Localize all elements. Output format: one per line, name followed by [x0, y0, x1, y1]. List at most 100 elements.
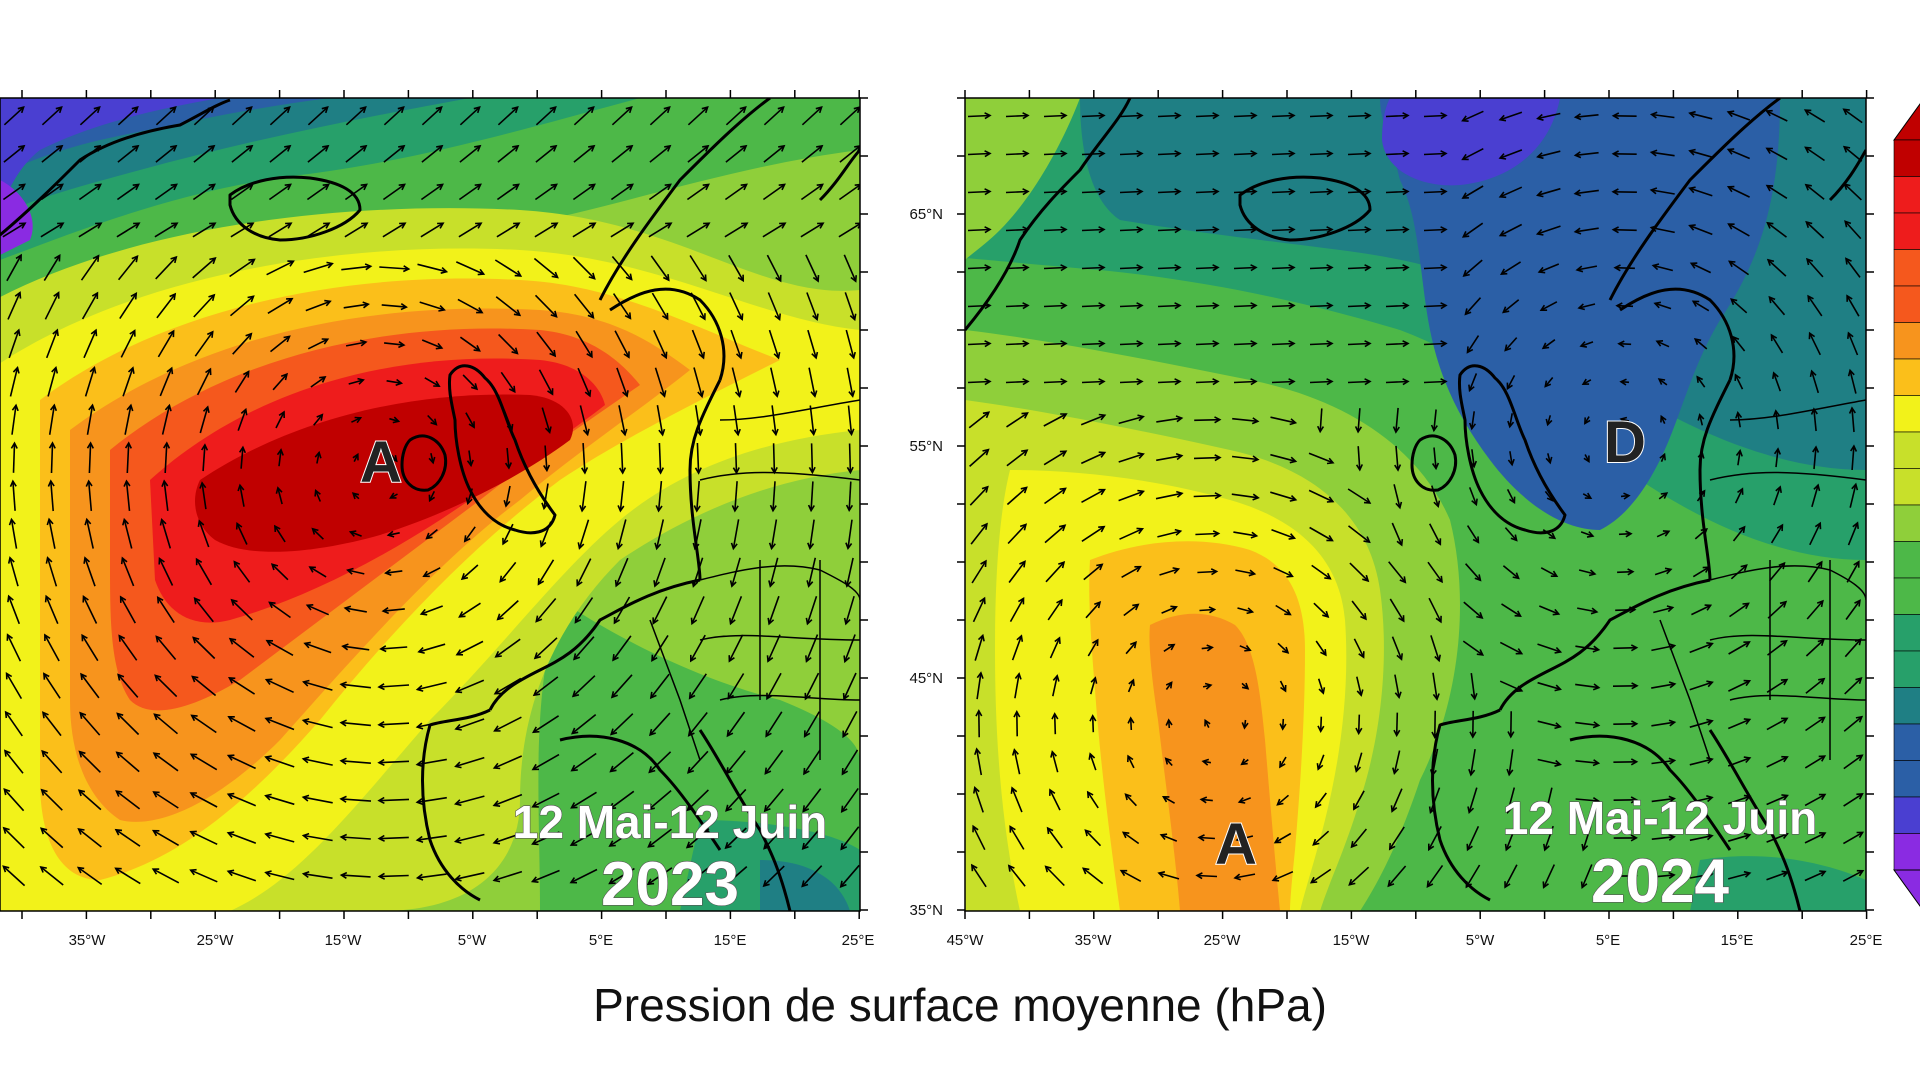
- wind-arrow: [1424, 268, 1446, 269]
- wind-arrow: [1234, 116, 1256, 117]
- wind-arrow: [1348, 382, 1370, 383]
- wind-arrow: [1613, 230, 1636, 231]
- year-label: 2023: [601, 850, 739, 919]
- wind-arrow: [1120, 306, 1142, 307]
- lon-tick-label: 25°W: [1204, 932, 1242, 949]
- wind-arrow: [1196, 306, 1218, 307]
- wind-arrow: [1196, 154, 1218, 155]
- wind-arrow: [1082, 230, 1104, 231]
- wind-arrow: [1348, 344, 1370, 345]
- wind-arrow: [1196, 268, 1218, 269]
- lon-tick-label: 5°W: [1466, 932, 1495, 949]
- wind-arrow: [1310, 230, 1332, 231]
- colorbar-swatch: [1894, 359, 1920, 396]
- wind-arrow: [1120, 268, 1142, 269]
- lon-tick-label: 5°W: [458, 932, 487, 949]
- lon-tick-label: 5°E: [1596, 932, 1620, 949]
- colorbar-swatch: [1894, 578, 1920, 615]
- wind-arrow: [968, 154, 990, 155]
- wind-arrow: [1272, 116, 1294, 117]
- wind-arrow: [1082, 154, 1104, 155]
- wind-arrow: [1006, 382, 1028, 383]
- wind-arrow: [1158, 268, 1180, 269]
- wind-arrow: [1234, 344, 1256, 345]
- wind-arrow: [1006, 306, 1028, 307]
- wind-arrow: [1006, 344, 1028, 345]
- wind-arrow: [1234, 192, 1256, 193]
- colorbar-swatch: [1894, 469, 1920, 506]
- wind-arrow: [1194, 458, 1220, 459]
- colorbar-swatch: [1894, 834, 1920, 871]
- wind-arrow: [1158, 306, 1180, 307]
- wind-arrow: [968, 344, 990, 345]
- wind-arrow: [1615, 268, 1635, 269]
- wind-arrow: [1386, 230, 1408, 231]
- wind-arrow: [1044, 268, 1066, 269]
- wind-arrow: [1310, 154, 1332, 155]
- wind-arrow: [1158, 192, 1180, 193]
- wind-arrow: [1234, 154, 1256, 155]
- wind-arrow: [1197, 876, 1217, 877]
- lon-tick-label: 5°E: [589, 932, 613, 949]
- wind-arrow: [1120, 230, 1142, 231]
- colorbar-swatch: [1894, 505, 1920, 542]
- wind-arrow: [1424, 382, 1446, 383]
- wind-arrow: [1044, 116, 1066, 117]
- wind-arrow: [1424, 116, 1446, 117]
- wind-arrow: [968, 306, 990, 307]
- wind-arrow: [1082, 306, 1104, 307]
- colorbar-swatch: [1894, 651, 1920, 688]
- wind-arrow: [1348, 306, 1370, 307]
- wind-arrow: [1615, 610, 1635, 611]
- wind-arrow: [1120, 116, 1142, 117]
- wind-arrow: [1194, 420, 1220, 421]
- wind-arrow: [1006, 154, 1028, 155]
- wind-arrow: [1055, 714, 1056, 734]
- wind-arrow: [1194, 496, 1221, 497]
- map-2024: D A 12 Mai-12 Juin 2024: [965, 98, 1866, 916]
- date-range-label: 12 Mai-12 Juin: [513, 796, 827, 848]
- wind-arrow: [1310, 268, 1332, 269]
- lon-tick-label: 15°W: [325, 932, 363, 949]
- year-label: 2024: [1591, 847, 1729, 916]
- wind-arrow: [1196, 344, 1218, 345]
- colorbar-swatch: [1894, 213, 1920, 250]
- lon-tick-label: 25°E: [1850, 932, 1883, 949]
- wind-arrow: [1272, 382, 1294, 383]
- wind-arrow: [1424, 344, 1446, 345]
- wind-arrow: [1386, 268, 1408, 269]
- wind-arrow: [1310, 344, 1332, 345]
- wind-arrow: [1120, 382, 1142, 383]
- wind-arrow: [1120, 154, 1142, 155]
- wind-arrow: [850, 444, 851, 473]
- wind-arrow: [1196, 382, 1218, 383]
- wind-arrow: [968, 230, 990, 231]
- pressure-center-label: D: [1604, 410, 1646, 475]
- wind-arrow: [1310, 192, 1332, 193]
- colorbar-swatch: [1894, 797, 1920, 834]
- wind-arrow: [1120, 344, 1142, 345]
- lat-tick-label: 45°N: [909, 670, 943, 687]
- colorbar-swatch: [1894, 396, 1920, 433]
- lon-tick-label: 35°W: [69, 932, 107, 949]
- wind-arrow: [1234, 382, 1256, 383]
- wind-arrow: [1044, 192, 1066, 193]
- wind-arrow: [1158, 154, 1180, 155]
- wind-arrow: [1272, 344, 1294, 345]
- colorbar-swatch: [1894, 323, 1920, 360]
- wind-arrow: [1386, 306, 1408, 307]
- pressure-center-label: A: [360, 430, 402, 495]
- wind-arrow: [1006, 230, 1028, 231]
- wind-arrow: [1082, 268, 1104, 269]
- wind-arrow: [1044, 344, 1066, 345]
- colorbar: [1894, 104, 1920, 906]
- lon-axis-labels-2023: 35°W 25°W 15°W 5°W 5°E 15°E 25°E: [69, 932, 875, 949]
- date-range-label: 12 Mai-12 Juin: [1503, 792, 1817, 844]
- wind-arrow: [1272, 192, 1294, 193]
- wind-arrow: [1196, 192, 1218, 193]
- wind-arrow: [1359, 715, 1360, 734]
- lon-tick-label: 15°E: [1721, 932, 1754, 949]
- wind-arrow: [1234, 230, 1256, 231]
- wind-arrow: [379, 876, 408, 877]
